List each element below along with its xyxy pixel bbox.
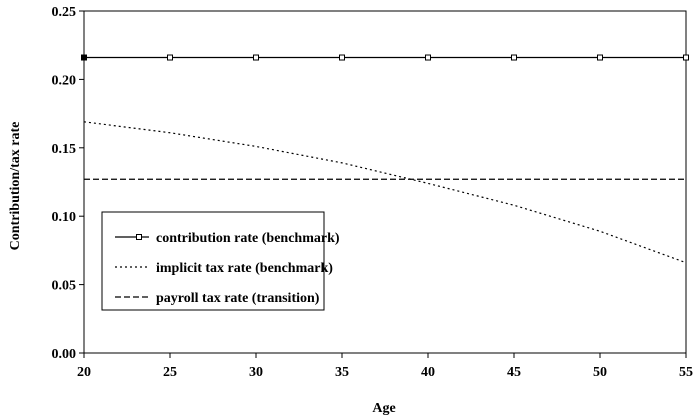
y-tick-label: 0.05 xyxy=(52,279,77,294)
x-tick-label: 35 xyxy=(335,365,349,380)
y-tick-label: 0.10 xyxy=(52,210,77,225)
y-tick-label: 0.20 xyxy=(52,73,77,88)
x-tick-label: 50 xyxy=(593,365,607,380)
legend-label: payroll tax rate (transition) xyxy=(156,291,320,306)
y-tick-label: 0.25 xyxy=(52,5,77,20)
data-point xyxy=(684,55,689,60)
data-point xyxy=(598,55,603,60)
legend-label: contribution rate (benchmark) xyxy=(156,231,340,246)
y-tick-label: 0.15 xyxy=(52,142,77,157)
data-point xyxy=(426,55,431,60)
data-point xyxy=(512,55,517,60)
legend-label: implicit tax rate (benchmark) xyxy=(156,261,333,276)
x-tick-label: 40 xyxy=(421,365,435,380)
x-axis: 20 25 30 35 40 45 50 55 xyxy=(77,353,693,380)
y-tick-label: 0.00 xyxy=(52,347,77,362)
x-tick-label: 30 xyxy=(249,365,263,380)
x-axis-title: Age xyxy=(372,401,395,416)
data-point xyxy=(82,55,87,60)
x-tick-label: 45 xyxy=(507,365,521,380)
x-tick-label: 55 xyxy=(679,365,693,380)
data-point xyxy=(340,55,345,60)
y-axis-title: Contribution/tax rate xyxy=(8,122,23,251)
x-tick-label: 25 xyxy=(163,365,177,380)
data-point xyxy=(168,55,173,60)
data-point xyxy=(254,55,259,60)
legend: contribution rate (benchmark) implicit ta… xyxy=(102,212,340,310)
x-tick-label: 20 xyxy=(77,365,91,380)
y-axis: 0.00 0.05 0.10 0.15 0.20 0.25 xyxy=(52,5,85,362)
series-1 xyxy=(82,55,689,60)
legend-marker xyxy=(137,235,142,240)
